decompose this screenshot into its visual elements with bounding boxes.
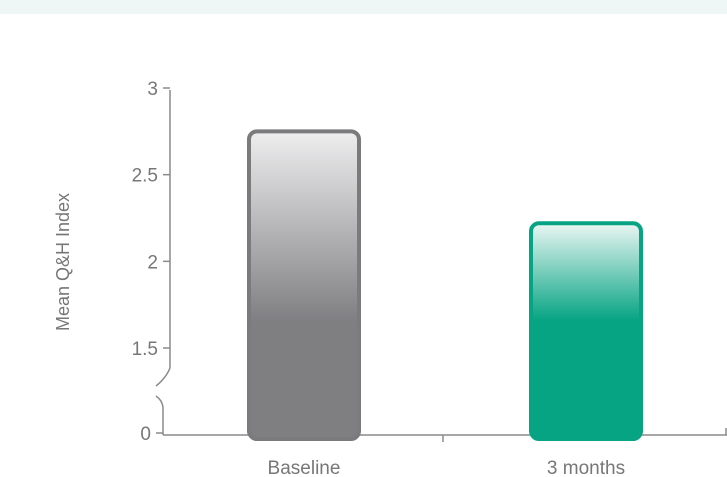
axis-break-upper-icon bbox=[155, 367, 171, 387]
top-banner-strip bbox=[0, 0, 727, 14]
x-category-label: Baseline bbox=[268, 458, 341, 477]
y-tick-label: 2.5 bbox=[132, 166, 158, 187]
y-tick-label: 0 bbox=[140, 424, 151, 445]
y-tick-label: 1.5 bbox=[132, 339, 158, 360]
y-tick-label: 3 bbox=[147, 79, 158, 100]
y-tick-label: 2 bbox=[147, 252, 158, 273]
bar-baseline bbox=[247, 129, 361, 441]
x-category-label: 3 months bbox=[547, 458, 625, 477]
y-axis bbox=[155, 90, 171, 435]
bar-3-months bbox=[529, 221, 643, 441]
axis-break-lower-icon bbox=[155, 395, 164, 408]
y-axis-title: Mean Q&H Index bbox=[53, 193, 73, 331]
